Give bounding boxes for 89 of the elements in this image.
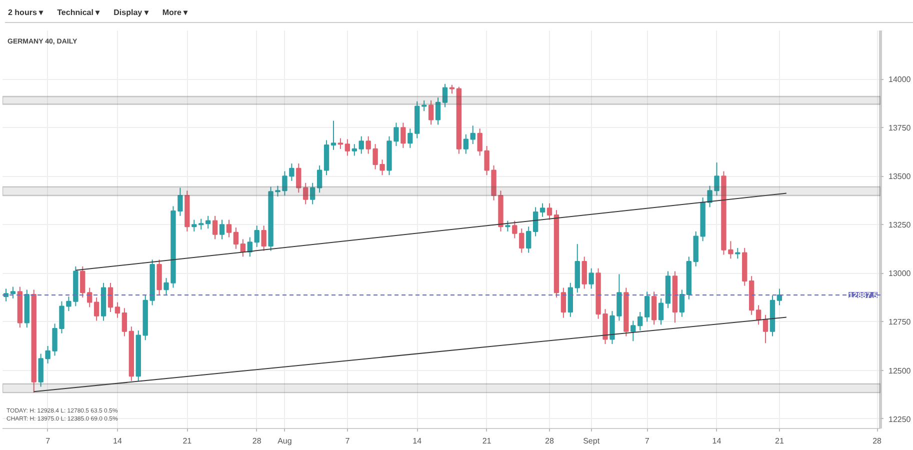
candlestick [616, 274, 622, 322]
candlestick [532, 206, 538, 237]
y-tick-label: 13500 [888, 172, 912, 182]
candlestick [644, 291, 650, 322]
candlestick [477, 128, 482, 156]
x-tick-label: 21 [182, 436, 192, 446]
y-tick-label: 12250 [888, 414, 912, 424]
candlestick [178, 187, 183, 216]
x-tick-label: 28 [545, 436, 555, 446]
candlestick [735, 247, 740, 260]
candlestick [582, 256, 587, 290]
candlestick [442, 83, 448, 108]
candlestick [316, 164, 322, 194]
candlestick [108, 282, 114, 313]
x-tick-label: Aug [278, 436, 292, 446]
candlestick [463, 134, 468, 154]
y-tick-label: 13000 [888, 269, 912, 278]
x-tick-label: 7 [644, 436, 650, 446]
candlestick [651, 291, 657, 326]
x-tick-label: 14 [712, 436, 722, 446]
candlestick [240, 238, 246, 258]
y-tick-label: 12750 [888, 318, 912, 327]
candlestick [421, 100, 427, 112]
y-tick-label: 13750 [888, 124, 912, 133]
candlestick [338, 138, 344, 150]
candlestick [408, 128, 413, 148]
candlestick [776, 288, 782, 306]
candlestick [192, 219, 197, 232]
candlestick [122, 308, 128, 337]
candlestick [756, 304, 762, 326]
candlestick [261, 225, 266, 252]
candlestick [358, 136, 364, 154]
candlestick [212, 215, 218, 240]
candlestick [352, 144, 357, 156]
x-tick-label: 21 [482, 436, 492, 446]
candlestick [610, 310, 615, 345]
x-tick-label: 7 [345, 436, 350, 446]
candlestick [87, 287, 92, 308]
candlestick [247, 236, 252, 258]
text: More ▾ [162, 8, 188, 17]
x-tick-label: 28 [252, 436, 262, 446]
candlestick [546, 202, 552, 220]
candlestick [310, 182, 316, 205]
candlestick [658, 298, 664, 326]
candlestick [94, 296, 100, 322]
candlestick [233, 227, 239, 250]
candlestick [470, 125, 476, 145]
candlestick [205, 215, 211, 230]
candlestick [380, 159, 385, 176]
candlestick [164, 278, 169, 296]
candlestick [10, 286, 16, 299]
x-tick-label: 21 [775, 436, 784, 446]
candlestick [366, 136, 371, 154]
candlestick [330, 120, 336, 150]
candlestick [400, 122, 406, 148]
x-tick-label: 14 [412, 436, 422, 446]
y-tick-label: 13250 [888, 220, 912, 230]
candlestick [344, 138, 350, 156]
candlestick [296, 162, 302, 194]
candlestick [372, 144, 378, 170]
candlestick [428, 100, 434, 126]
candlestick [219, 219, 225, 240]
y-tick-label: 12500 [888, 366, 912, 376]
text: Technical ▾ [57, 8, 100, 17]
x-tick-label: 28 [872, 436, 882, 446]
candlestick [560, 287, 566, 318]
candlestick [526, 226, 532, 254]
candlestick [80, 266, 86, 298]
candlestick [114, 302, 120, 318]
candlestick [303, 182, 308, 205]
candlestick [638, 312, 643, 331]
text: Display ▾ [114, 8, 148, 17]
ref-line-label: 12887.5 [848, 291, 878, 300]
candlestick [254, 225, 260, 248]
candlestick [38, 353, 44, 388]
candlestick [588, 268, 594, 290]
x-tick-label: 7 [46, 436, 51, 446]
x-tick-label: 14 [113, 436, 122, 446]
candlestick [505, 220, 510, 232]
text: 2 hours ▾ [8, 8, 44, 17]
candlestick [540, 202, 546, 218]
x-tick-label: Sept [583, 436, 600, 446]
candlestick [630, 320, 636, 342]
candlestick [435, 96, 441, 126]
candlestick [679, 289, 684, 318]
candlestick [226, 219, 232, 238]
candlestick [198, 218, 204, 230]
candlestick [762, 314, 768, 344]
y-tick-label: 14000 [888, 75, 912, 84]
